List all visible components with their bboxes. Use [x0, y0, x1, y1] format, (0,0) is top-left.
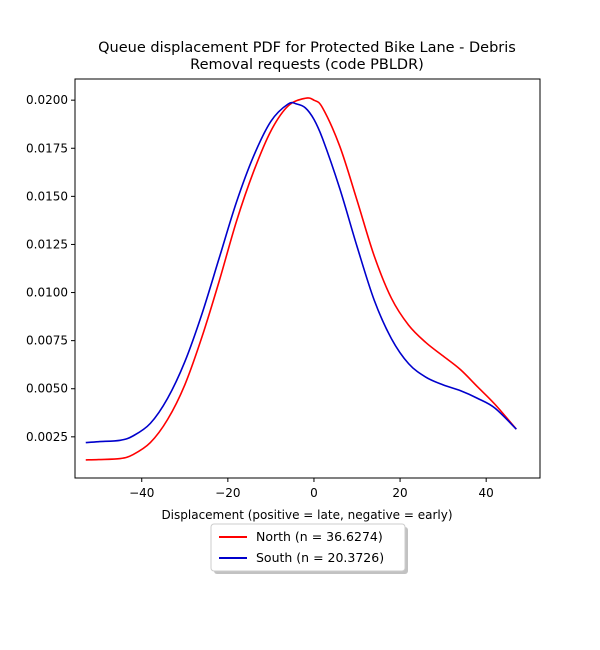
y-tick-label: 0.0200 [26, 93, 68, 107]
plot-series [85, 97, 517, 461]
series-line-north [85, 97, 517, 461]
x-axis: −40 −20 0 20 40 [129, 478, 494, 500]
x-tick-label: 20 [392, 486, 407, 500]
x-tick-label: −20 [215, 486, 240, 500]
x-tick-label: 0 [310, 486, 318, 500]
y-tick-label: 0.0175 [26, 141, 68, 155]
x-axis-label: Displacement (positive = late, negative … [161, 508, 452, 522]
y-tick-label: 0.0100 [26, 286, 68, 300]
y-tick-label: 0.0075 [26, 334, 68, 348]
plot-area-frame [74, 78, 541, 479]
y-tick-label: 0.0150 [26, 189, 68, 203]
y-axis: 0.0025 0.0050 0.0075 0.0100 0.0125 0.0150 0.01… [26, 93, 75, 444]
legend-box [210, 523, 406, 572]
y-tick-label: 0.0050 [26, 382, 68, 396]
series-line-south [85, 101, 517, 444]
chart-title-line2: Removal requests (code PBLDR) [190, 57, 424, 73]
x-tick-label: −40 [129, 486, 154, 500]
x-tick-label: 40 [479, 486, 494, 500]
legend-label-south: South (n = 20.3726) [256, 550, 384, 565]
y-tick-label: 0.0125 [26, 237, 68, 251]
legend-label-north: North (n = 36.6274) [256, 529, 383, 544]
legend: North (n = 36.6274) South (n = 20.3726) [210, 523, 408, 574]
y-tick-label: 0.0025 [26, 430, 68, 444]
chart-title-line1: Queue displacement PDF for Protected Bik… [98, 40, 516, 56]
